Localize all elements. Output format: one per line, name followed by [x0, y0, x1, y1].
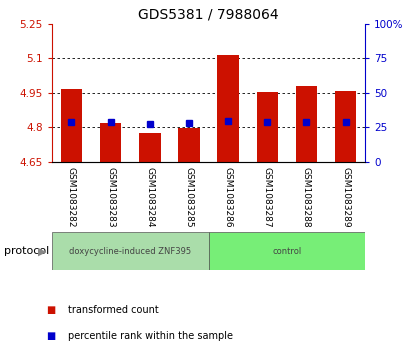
Bar [295, 86, 317, 162]
Bar [61, 89, 82, 162]
Text: GSM1083283: GSM1083283 [106, 167, 115, 228]
Text: GSM1083285: GSM1083285 [184, 167, 193, 228]
Bar [139, 133, 161, 162]
Bar [100, 123, 122, 162]
Text: GSM1083287: GSM1083287 [263, 167, 272, 228]
Title: GDS5381 / 7988064: GDS5381 / 7988064 [138, 7, 279, 21]
Bar [217, 55, 239, 162]
Text: percentile rank within the sample: percentile rank within the sample [68, 331, 234, 341]
Text: ■: ■ [46, 305, 55, 315]
Text: GSM1083288: GSM1083288 [302, 167, 311, 228]
Text: GSM1083286: GSM1083286 [224, 167, 233, 228]
Text: ■: ■ [46, 331, 55, 341]
Text: GSM1083284: GSM1083284 [145, 167, 154, 228]
Text: protocol: protocol [4, 246, 49, 256]
Bar [178, 128, 200, 162]
Text: doxycycline-induced ZNF395: doxycycline-induced ZNF395 [69, 247, 191, 256]
Text: GSM1083289: GSM1083289 [341, 167, 350, 228]
Text: control: control [272, 247, 301, 256]
Bar [52, 232, 209, 270]
Bar [335, 91, 356, 162]
Bar [256, 92, 278, 162]
Text: ▶: ▶ [38, 246, 46, 256]
Bar [209, 232, 365, 270]
Text: GSM1083282: GSM1083282 [67, 167, 76, 228]
Text: transformed count: transformed count [68, 305, 159, 315]
